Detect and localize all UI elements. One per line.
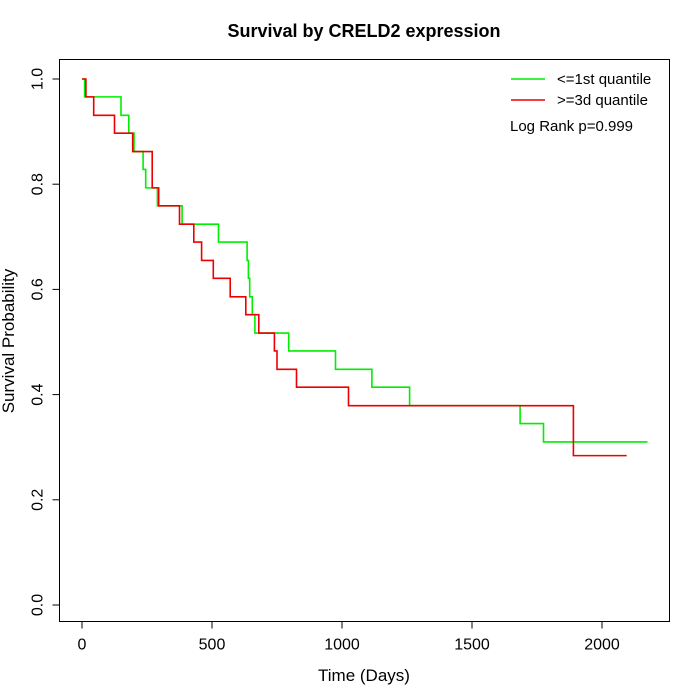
series-line-2 <box>82 78 627 457</box>
x-tick-label: 2000 <box>584 637 620 654</box>
legend-label-1: <=1st quantile <box>557 71 651 88</box>
y-axis: 0.0 0.2 0.4 0.6 0.8 1.0 <box>30 68 60 616</box>
log-rank-annotation: Log Rank p=0.999 <box>510 118 633 135</box>
series-layer <box>82 78 648 457</box>
y-tick-label: 0.8 <box>30 173 47 195</box>
x-tick-label: 1500 <box>454 637 490 654</box>
x-axis-label: Time (Days) <box>318 666 410 685</box>
y-axis-label: Survival Probability <box>0 268 18 413</box>
legend: <=1st quantile >=3d quantile <box>511 71 651 109</box>
x-tick-label: 500 <box>199 637 226 654</box>
y-tick-label: 0.2 <box>30 489 47 511</box>
y-tick-label: 0.0 <box>30 594 47 616</box>
x-tick-label: 0 <box>78 637 87 654</box>
x-tick-label: 1000 <box>324 637 360 654</box>
x-axis: 0 500 1000 1500 2000 <box>78 621 620 654</box>
series-line-1 <box>82 78 648 443</box>
y-tick-label: 0.4 <box>30 383 47 405</box>
y-tick-label: 1.0 <box>30 68 47 90</box>
chart-title: Survival by CRELD2 expression <box>227 21 500 41</box>
plot-frame <box>59 59 670 622</box>
y-tick-label: 0.6 <box>30 278 47 300</box>
legend-label-2: >=3d quantile <box>557 92 648 109</box>
